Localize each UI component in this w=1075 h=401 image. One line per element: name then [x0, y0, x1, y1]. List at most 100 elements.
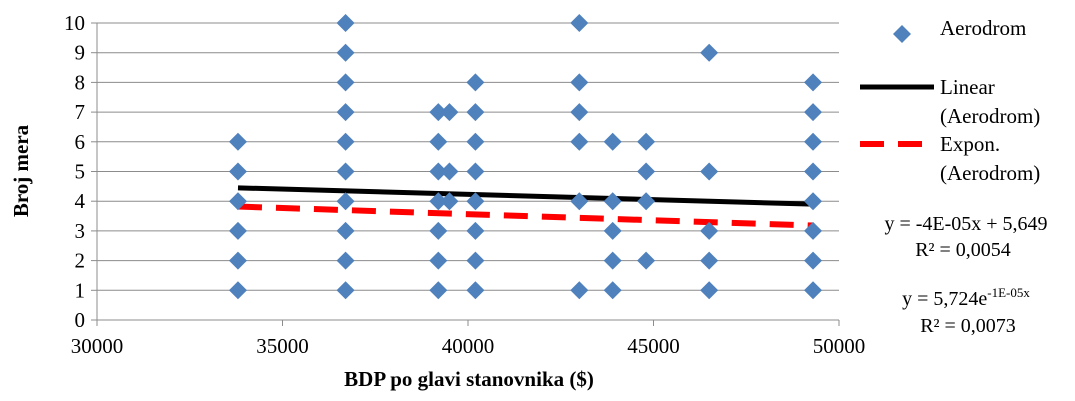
- y-tick-label: 4: [75, 189, 86, 213]
- legend-label: (Aerodrom): [940, 161, 1040, 185]
- legend-label: Expon.: [940, 132, 1000, 156]
- scatter-point: [466, 221, 485, 240]
- legend-diamond-marker: [893, 25, 911, 43]
- scatter-point: [603, 251, 622, 270]
- scatter-point: [440, 103, 459, 122]
- exponential-equation-exponent: -1E-05x: [987, 285, 1030, 300]
- linear-trendline: [237, 185, 814, 207]
- scatter-point: [804, 103, 823, 122]
- scatter-point: [429, 132, 448, 151]
- scatter-point: [700, 251, 719, 270]
- y-tick-label: 7: [75, 100, 86, 124]
- scatter-point: [429, 221, 448, 240]
- scatter-point: [466, 281, 485, 300]
- scatter-point: [603, 192, 622, 211]
- y-tick-label: 3: [75, 219, 86, 243]
- scatter-point: [466, 132, 485, 151]
- scatter-point: [700, 281, 719, 300]
- trendlines: [237, 185, 814, 229]
- scatter-point: [804, 251, 823, 270]
- exponential-equation: y = 5,724e-1E-05x: [902, 285, 1030, 310]
- y-tick-label: 1: [75, 278, 86, 302]
- scatter-point: [466, 73, 485, 92]
- exponential-equation-base: y = 5,724e: [902, 288, 987, 310]
- scatter-point: [570, 103, 589, 122]
- scatter-point: [700, 43, 719, 62]
- x-tick-label: 50000: [813, 334, 866, 358]
- scatter-point: [336, 281, 355, 300]
- scatter-point: [466, 192, 485, 211]
- scatter-point: [336, 221, 355, 240]
- exponential-r-squared: R² = 0,0073: [920, 315, 1016, 337]
- scatter-point: [637, 162, 656, 181]
- scatter-point: [804, 132, 823, 151]
- y-tick-label: 5: [75, 160, 86, 184]
- linear-equation: y = -4E-05x + 5,649: [884, 213, 1047, 235]
- scatter-point: [228, 132, 247, 151]
- y-tick-label: 2: [75, 249, 86, 273]
- scatter-point: [429, 162, 448, 181]
- scatter-point: [336, 162, 355, 181]
- scatter-point: [603, 281, 622, 300]
- linear-r-squared: R² = 0,0054: [915, 239, 1011, 261]
- legend-item: Linear (Aerodrom): [860, 75, 1040, 128]
- x-axis-title: BDP po glavi stanovnika ($): [344, 367, 594, 391]
- y-tick-label: 0: [75, 308, 86, 332]
- scatter-point: [804, 192, 823, 211]
- scatter-point: [336, 43, 355, 62]
- scatter-point: [570, 281, 589, 300]
- y-tick-label: 10: [64, 11, 85, 35]
- scatter-point: [603, 221, 622, 240]
- scatter-point: [228, 162, 247, 181]
- y-axis-title: Broj mera: [9, 124, 33, 217]
- scatter-point: [466, 162, 485, 181]
- scatter-point: [603, 132, 622, 151]
- scatter-point: [228, 192, 247, 211]
- scatter-point: [228, 281, 247, 300]
- scatter-point: [228, 221, 247, 240]
- y-tick-label: 9: [75, 41, 86, 65]
- scatter-point: [429, 103, 448, 122]
- scatter-point: [336, 192, 355, 211]
- scatter-point: [804, 73, 823, 92]
- legend: Aerodrom Linear (Aerodrom) Expon. (Aerodrom): [860, 16, 1040, 185]
- scatter-point: [228, 251, 247, 270]
- scatter-point: [336, 132, 355, 151]
- trend-equations: y = -4E-05x + 5,649 R² = 0,0054 y = 5,72…: [884, 213, 1047, 337]
- x-tick-label: 30000: [71, 334, 124, 358]
- legend-item: Expon. (Aerodrom): [860, 132, 1040, 185]
- scatter-point: [637, 132, 656, 151]
- scatter-point: [570, 14, 589, 32]
- scatter-point: [336, 14, 355, 32]
- x-tick-label: 35000: [256, 334, 309, 358]
- axes: [91, 22, 840, 326]
- scatter-point: [700, 162, 719, 181]
- scatter-point: [466, 103, 485, 122]
- data-points: [228, 14, 823, 300]
- scatter-point: [336, 73, 355, 92]
- legend-label: (Aerodrom): [940, 104, 1040, 128]
- exponential-trendline: [237, 203, 814, 229]
- y-tick-label: 6: [75, 130, 86, 154]
- scatter-point: [637, 192, 656, 211]
- scatter-point: [440, 192, 459, 211]
- scatter-point: [466, 251, 485, 270]
- scatter-point: [804, 221, 823, 240]
- scatter-point: [336, 251, 355, 270]
- scatter-point: [429, 192, 448, 211]
- y-tick-label: 8: [75, 70, 86, 94]
- scatter-point: [700, 221, 719, 240]
- scatter-point: [570, 132, 589, 151]
- scatter-point: [570, 73, 589, 92]
- scatter-point: [429, 281, 448, 300]
- legend-label: Linear: [940, 75, 995, 99]
- scatter-point: [804, 162, 823, 181]
- scatter-point: [429, 251, 448, 270]
- scatter-point: [637, 251, 656, 270]
- gridlines: [97, 22, 839, 291]
- legend-label: Aerodrom: [940, 16, 1026, 40]
- scatter-point: [336, 103, 355, 122]
- x-tick-label: 40000: [442, 334, 495, 358]
- scatter-point: [804, 281, 823, 300]
